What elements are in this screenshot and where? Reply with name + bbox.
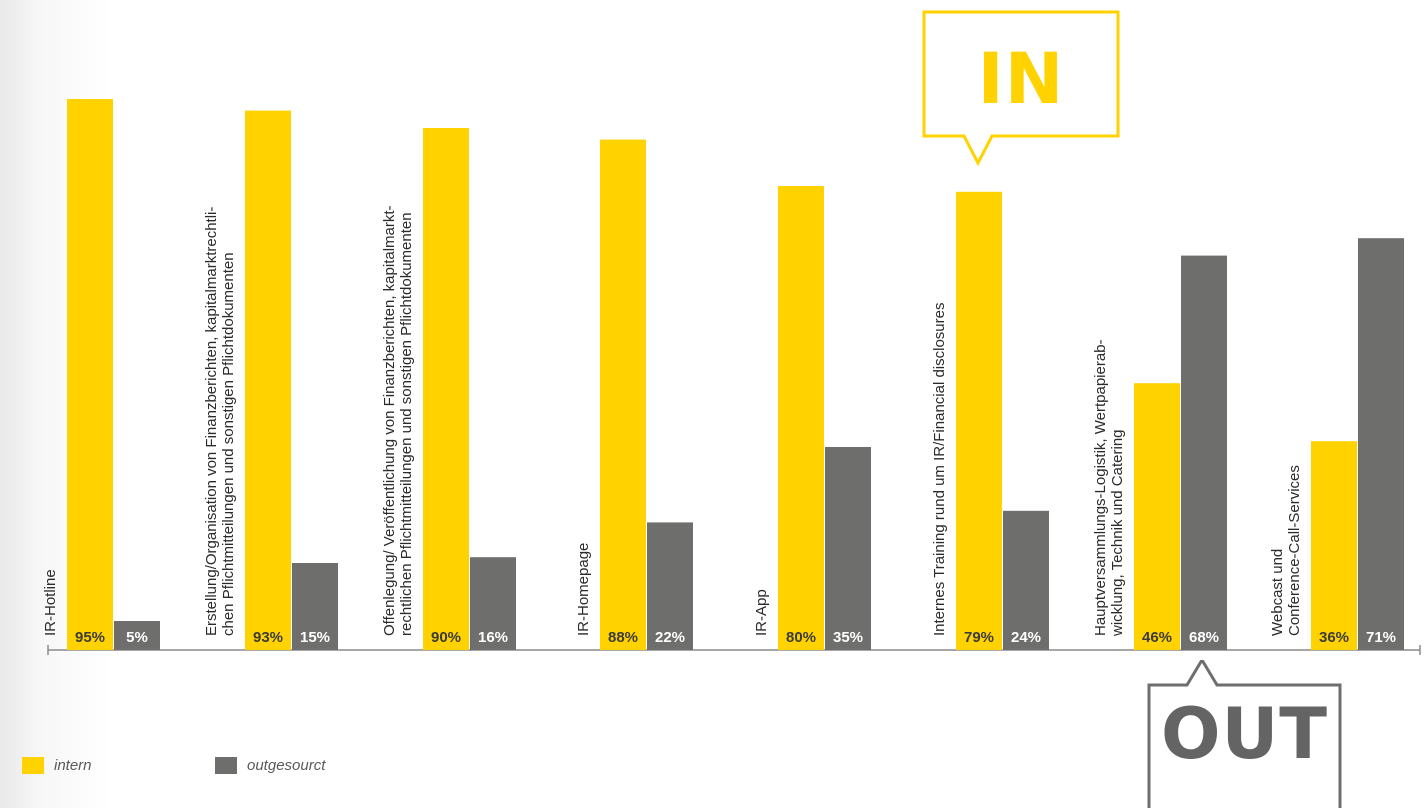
bar-intern xyxy=(778,186,824,650)
category-label: Webcast und xyxy=(1269,549,1286,636)
bar-intern xyxy=(1134,383,1180,650)
bar-intern xyxy=(423,128,469,650)
value-label-intern: 46% xyxy=(1142,629,1172,646)
value-label-intern: 36% xyxy=(1319,629,1349,646)
bar-outgesourct xyxy=(1358,238,1404,650)
category-label: IR-App xyxy=(753,589,770,636)
bar-outgesourct xyxy=(1003,510,1049,650)
value-label-outgesourct: 15% xyxy=(300,629,330,646)
bar-outgesourct xyxy=(647,522,693,650)
bar-intern xyxy=(1311,441,1357,650)
legend-intern: intern xyxy=(22,757,92,774)
value-label-outgesourct: 35% xyxy=(833,629,863,646)
value-label-outgesourct: 71% xyxy=(1366,629,1396,646)
in-callout: IN xyxy=(922,10,1120,167)
legend-outgesourct: outgesourct xyxy=(215,757,325,774)
in-callout-label: IN xyxy=(977,38,1065,120)
value-label-intern: 88% xyxy=(608,629,638,646)
value-label-outgesourct: 24% xyxy=(1011,629,1041,646)
category-label: Conference-Call-Services xyxy=(1286,465,1303,636)
bar-outgesourct xyxy=(292,563,338,650)
category-label: Offenlegung/ Veröffentlichung von Finanz… xyxy=(381,205,398,636)
value-label-intern: 95% xyxy=(75,629,105,646)
out-callout-label: OUT xyxy=(1160,693,1329,775)
bar-intern xyxy=(67,99,113,650)
category-label: IR-Hotline xyxy=(42,569,59,636)
bar-outgesourct xyxy=(470,557,516,650)
value-label-intern: 80% xyxy=(786,629,816,646)
category-label: IR-Homepage xyxy=(575,543,592,636)
value-label-intern: 93% xyxy=(253,629,283,646)
value-label-intern: 79% xyxy=(964,629,994,646)
bar-outgesourct xyxy=(1181,255,1227,650)
value-label-intern: 90% xyxy=(431,629,461,646)
legend-intern-swatch xyxy=(22,757,44,774)
value-label-outgesourct: 16% xyxy=(478,629,508,646)
value-label-outgesourct: 5% xyxy=(126,629,148,646)
category-label: Erstellung/Organisation von Finanzberich… xyxy=(203,207,220,636)
value-label-outgesourct: 68% xyxy=(1189,629,1219,646)
out-callout: OUT xyxy=(1147,660,1342,808)
legend-intern-label: intern xyxy=(54,757,92,774)
bar-intern xyxy=(956,191,1002,651)
category-label: wicklung, Technik und Catering xyxy=(1109,429,1126,637)
category-label: Internes Training rund um IR/Financial d… xyxy=(931,303,948,637)
category-label: Hauptversammlungs-Logistik, Wertpapierab… xyxy=(1092,339,1109,636)
legend-outgesourct-label: outgesourct xyxy=(247,757,326,774)
bar-intern xyxy=(245,110,291,651)
bar-outgesourct xyxy=(114,621,160,650)
category-label: rechtlichen Pflichtmitteilungen und sons… xyxy=(398,212,415,636)
category-label: chen Pflichtmitteilungen und sonstigen P… xyxy=(220,252,237,636)
bar-outgesourct xyxy=(825,447,871,650)
bar-intern xyxy=(600,139,646,650)
legend-outgesourct-swatch xyxy=(215,757,237,774)
value-label-outgesourct: 22% xyxy=(655,629,685,646)
